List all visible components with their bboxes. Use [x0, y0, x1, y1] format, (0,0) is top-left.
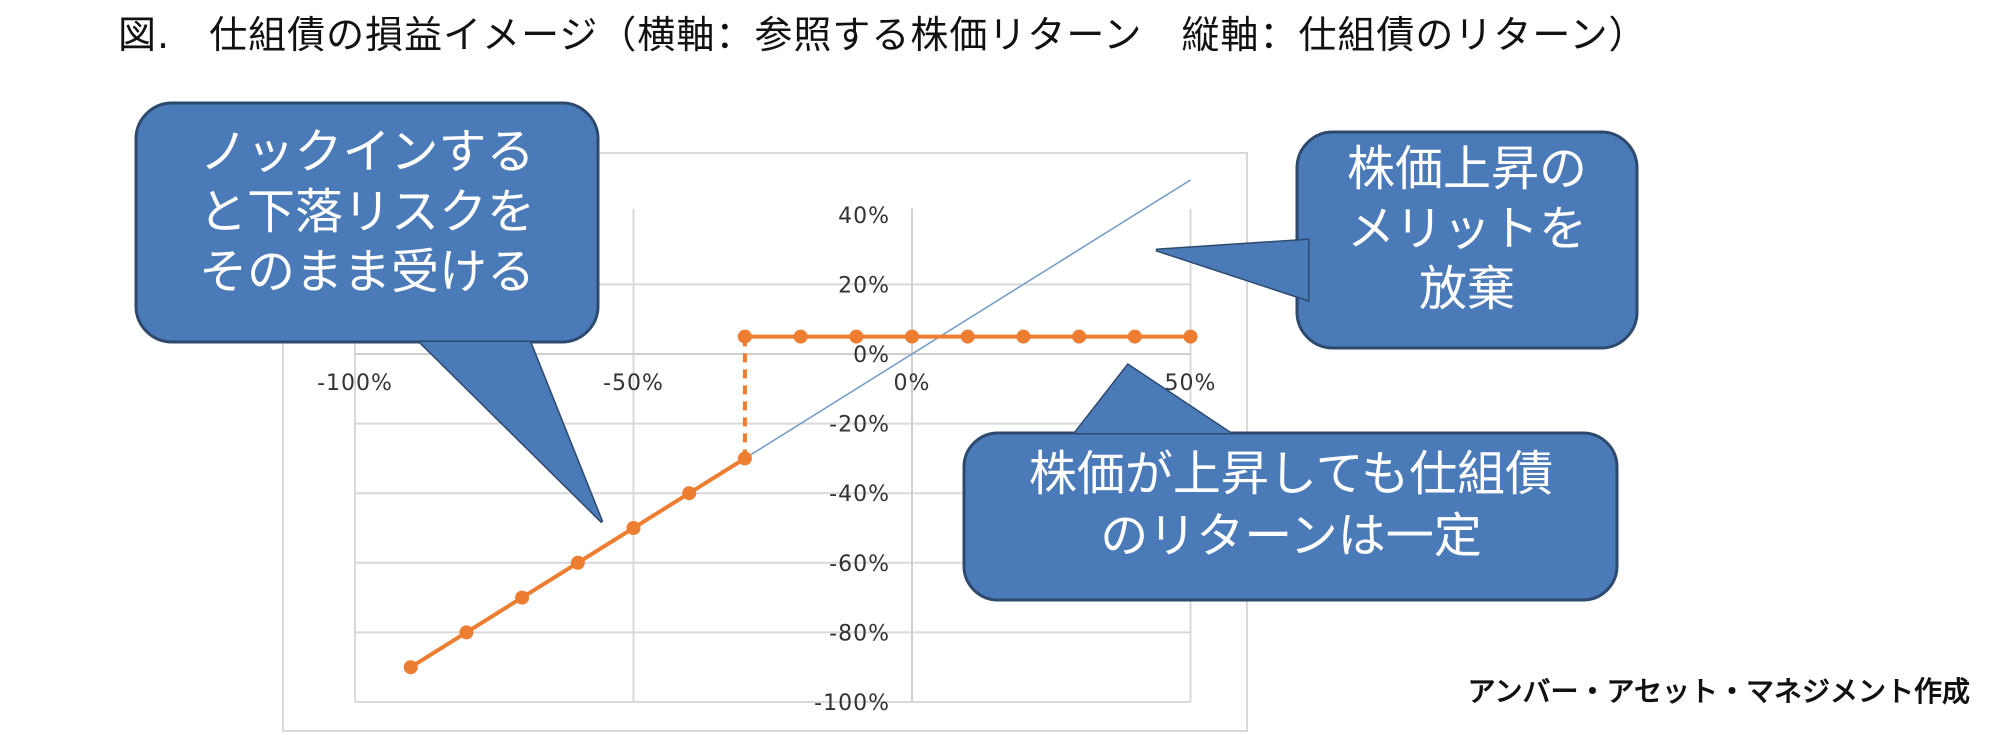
reference-line	[744, 179, 1191, 460]
y-tick-label: -80%	[829, 621, 890, 646]
data-point	[905, 329, 919, 344]
y-tick-label: 20%	[838, 273, 890, 298]
y-tick-label: -40%	[829, 482, 890, 507]
y-tick-label: -100%	[814, 691, 890, 716]
data-point	[737, 451, 752, 466]
callout-box	[962, 431, 1619, 602]
source-credit: アンバー・アセット・マネジメント作成	[1467, 675, 1970, 708]
data-point	[737, 329, 752, 344]
data-point	[403, 660, 418, 675]
data-point	[960, 329, 975, 344]
data-point	[459, 625, 474, 640]
data-point	[793, 329, 808, 344]
y-tick-label: 40%	[838, 204, 890, 229]
data-point	[1072, 329, 1087, 344]
y-tick-label: -60%	[829, 552, 890, 577]
callout-text: と下落リスクを	[199, 184, 535, 240]
data-point	[1016, 329, 1031, 344]
callout-text: メリットを	[1347, 201, 1587, 257]
x-tick-label: 50%	[1165, 371, 1217, 396]
data-point	[682, 486, 697, 501]
x-tick-label: 0%	[894, 371, 931, 396]
callout-text: ノックインする	[199, 124, 534, 180]
x-tick-label: -100%	[317, 371, 393, 396]
data-point	[1127, 329, 1142, 344]
callout-text: そのまま受ける	[199, 244, 535, 300]
figure-title: 図. 仕組債の損益イメージ（横軸：参照する株価リターン 縦軸：仕組債のリターン）	[118, 13, 1648, 57]
callout-text: 放棄	[1419, 261, 1515, 317]
callout-text: 株価上昇の	[1347, 141, 1587, 197]
data-point	[570, 555, 585, 570]
callout-pointer-fill	[1075, 365, 1230, 433]
callout-pointer-fill	[1156, 240, 1308, 300]
callout-pointer-fill	[420, 342, 602, 522]
x-tick-label: -50%	[603, 371, 664, 396]
y-tick-label: -20%	[829, 413, 890, 438]
data-point	[849, 329, 864, 344]
callout-text: のリターンは一定	[1100, 508, 1482, 564]
callout-box	[134, 101, 600, 344]
y-tick-label: 0%	[853, 343, 890, 368]
callout-text: 株価が上昇しても仕組債	[1029, 446, 1553, 502]
data-point	[1183, 329, 1198, 344]
data-point	[626, 521, 641, 535]
data-point	[515, 590, 530, 605]
